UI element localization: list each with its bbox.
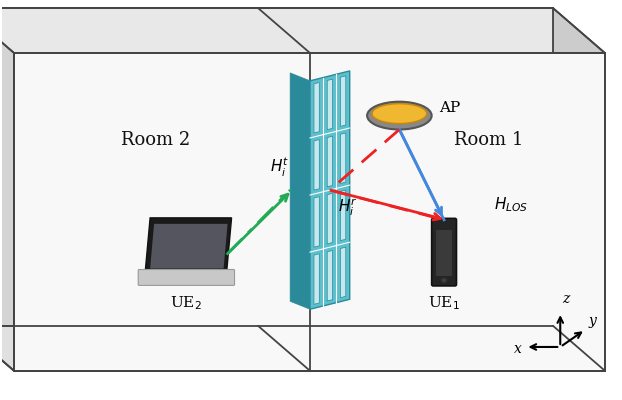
Text: UE$_1$: UE$_1$	[428, 294, 460, 312]
Polygon shape	[340, 133, 346, 184]
Polygon shape	[327, 136, 333, 187]
Polygon shape	[314, 140, 319, 190]
Polygon shape	[340, 76, 346, 126]
Ellipse shape	[367, 102, 432, 130]
Text: AP: AP	[439, 101, 460, 115]
Text: Room 1: Room 1	[454, 132, 524, 150]
Text: Room 2: Room 2	[121, 132, 191, 150]
FancyBboxPatch shape	[138, 270, 234, 286]
Polygon shape	[314, 197, 319, 247]
Polygon shape	[290, 73, 310, 309]
Polygon shape	[327, 250, 333, 301]
Polygon shape	[0, 326, 605, 371]
FancyBboxPatch shape	[432, 218, 457, 286]
Polygon shape	[0, 8, 14, 371]
Polygon shape	[150, 224, 228, 268]
Ellipse shape	[372, 104, 427, 124]
Polygon shape	[314, 82, 319, 133]
Polygon shape	[0, 8, 605, 53]
Polygon shape	[340, 247, 346, 298]
Text: UE$_2$: UE$_2$	[170, 294, 202, 312]
Polygon shape	[14, 53, 605, 371]
Ellipse shape	[442, 278, 447, 282]
Polygon shape	[340, 190, 346, 240]
Text: y: y	[588, 314, 596, 328]
Polygon shape	[314, 254, 319, 304]
Polygon shape	[310, 71, 350, 309]
Text: $H_{LOS}$: $H_{LOS}$	[494, 196, 528, 214]
Text: x: x	[514, 342, 521, 356]
Text: $H_i^t$: $H_i^t$	[271, 156, 289, 179]
Text: $H_i^r$: $H_i^r$	[338, 196, 358, 218]
Polygon shape	[145, 218, 231, 272]
Text: z: z	[562, 292, 570, 306]
Bar	[436, 230, 452, 276]
Polygon shape	[327, 193, 333, 244]
Polygon shape	[327, 79, 333, 130]
Polygon shape	[0, 8, 554, 326]
